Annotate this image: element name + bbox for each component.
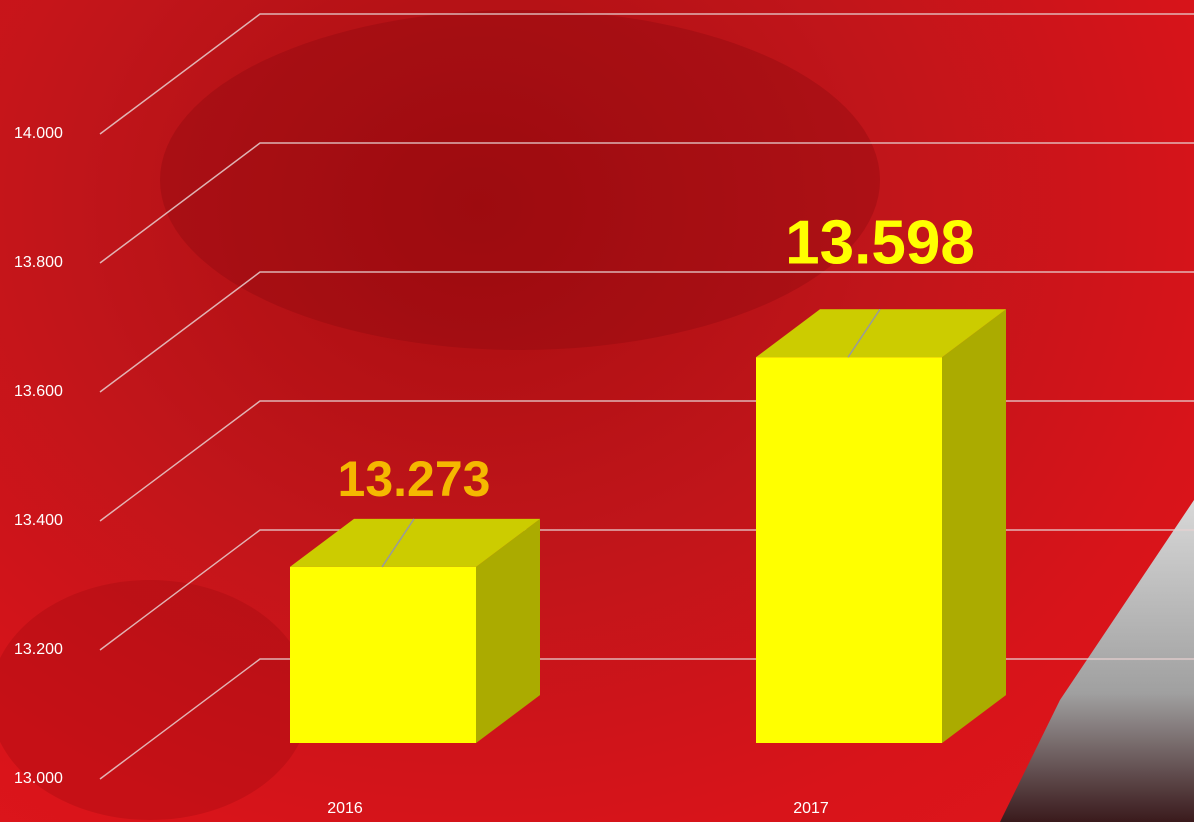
value-label: 13.598 bbox=[785, 208, 975, 277]
x-tick-label: 2017 bbox=[793, 800, 829, 817]
y-tick-label: 13.800 bbox=[14, 254, 63, 271]
chart-container: 13.000 13.200 13.400 13.600 13.800 14.000 2016… bbox=[0, 0, 1194, 822]
value-label: 13.273 bbox=[338, 451, 491, 507]
y-tick-label: 13.000 bbox=[14, 770, 63, 787]
y-tick-label: 13.400 bbox=[14, 512, 63, 529]
bar-face bbox=[942, 309, 1006, 743]
grid-line bbox=[100, 401, 1194, 521]
bar-face bbox=[290, 567, 476, 743]
background-shade bbox=[160, 10, 880, 350]
y-tick-label: 13.200 bbox=[14, 641, 63, 658]
bar bbox=[756, 309, 1006, 743]
x-tick-label: 2016 bbox=[327, 800, 363, 817]
y-tick-label: 14.000 bbox=[14, 125, 63, 142]
bar-face bbox=[756, 357, 942, 743]
y-tick-label: 13.600 bbox=[14, 383, 63, 400]
background-shape bbox=[1000, 500, 1194, 822]
chart: 13.000 13.200 13.400 13.600 13.800 14.000 2016… bbox=[0, 0, 1194, 822]
bar bbox=[290, 519, 540, 743]
